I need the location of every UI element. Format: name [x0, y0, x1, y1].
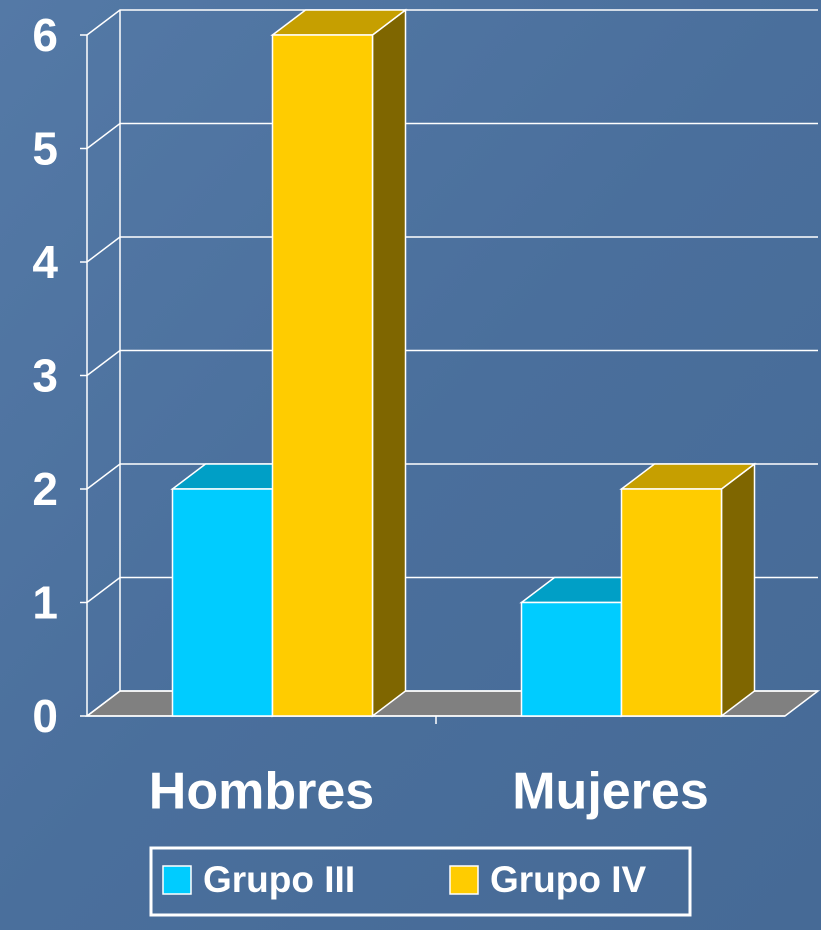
y-tick-label: 4 [32, 236, 58, 288]
bar-side [720, 462, 756, 718]
y-tick-label: 6 [32, 9, 58, 61]
legend-label: Grupo IV [490, 859, 647, 900]
grid-line [86, 349, 818, 377]
bar-front [620, 488, 723, 717]
legend-label: Grupo III [203, 859, 355, 900]
y-tick-label: 5 [32, 123, 58, 175]
x-tick-label: Hombres [149, 763, 374, 821]
grid-line [86, 236, 818, 263]
grid-line [86, 9, 818, 36]
legend-swatch [162, 865, 192, 895]
bar [619, 462, 757, 718]
y-tick-label: 1 [32, 577, 58, 629]
bar [270, 8, 408, 718]
y-tick-label: 0 [32, 690, 58, 742]
grid-line [86, 122, 818, 150]
legend-box [149, 846, 692, 917]
bar-front [171, 488, 274, 717]
y-tick-label: 2 [32, 463, 58, 515]
legend-swatch [449, 865, 479, 895]
bar-front [520, 601, 623, 717]
bar-side [371, 8, 407, 718]
x-tick-label: Mujeres [512, 763, 709, 821]
y-tick-label: 3 [32, 350, 58, 402]
bar-front [271, 34, 374, 717]
grid-line [86, 463, 818, 490]
